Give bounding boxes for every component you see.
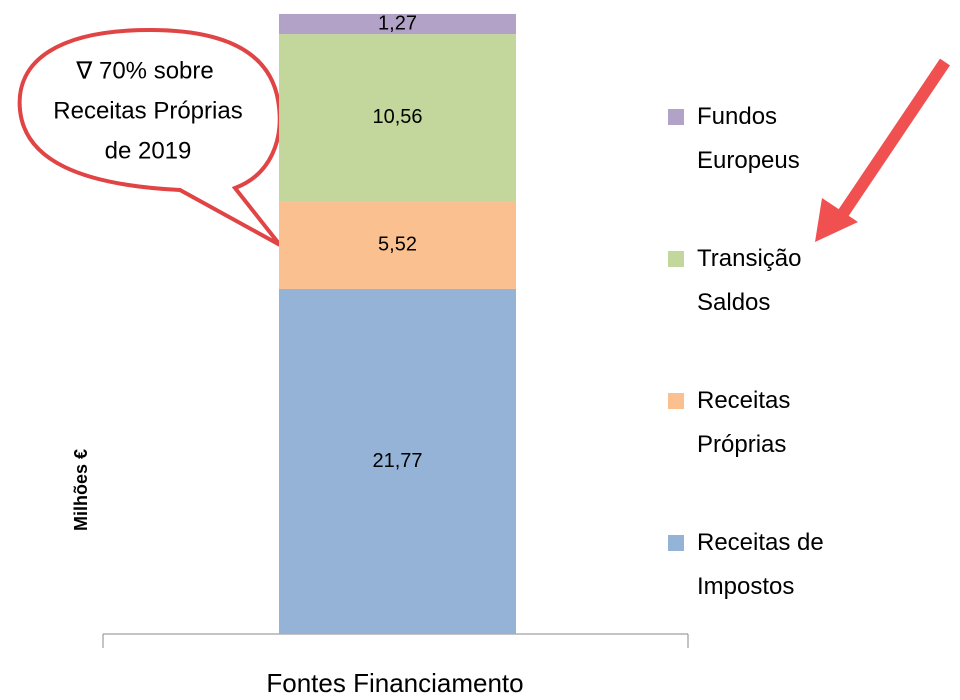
bar-segment xyxy=(279,13,516,35)
bar-segment xyxy=(279,201,516,289)
bar-segment xyxy=(279,288,516,634)
callout-bubble xyxy=(17,27,282,247)
y-axis-label: Milhões € xyxy=(71,449,91,531)
annotation: Receitas Próprias xyxy=(53,97,242,124)
arrow-head xyxy=(815,198,858,242)
x-tick-label: Fontes Financiamento xyxy=(266,668,523,698)
arrow xyxy=(835,58,950,222)
bar-segment xyxy=(279,34,516,202)
legend-label: Fundos Europeus xyxy=(697,103,800,174)
legend-swatch xyxy=(668,251,684,267)
legend-swatch xyxy=(668,535,684,551)
legend-label: Transição Saldos xyxy=(697,245,802,316)
annotation: ∇ 70% sobre xyxy=(75,57,213,84)
legend-swatch xyxy=(668,393,684,409)
legend-swatch xyxy=(668,109,684,125)
value-label: 21,77 xyxy=(372,450,422,472)
legend-label: Receitas Próprias xyxy=(697,387,791,458)
value-label: 10,56 xyxy=(372,106,422,128)
annotation: de 2019 xyxy=(105,137,192,164)
value-label: 5,52 xyxy=(378,233,417,255)
legend-label: Receitas de Impostos xyxy=(697,529,824,600)
value-label: 1,27 xyxy=(378,12,417,34)
